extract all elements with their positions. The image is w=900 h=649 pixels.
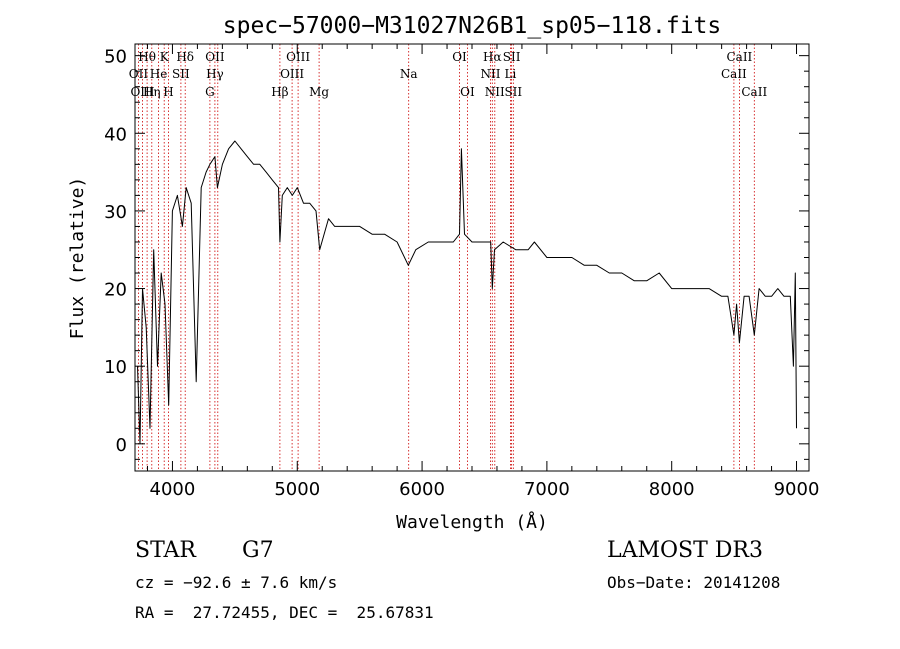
spectral-line-label: Mg: [309, 85, 329, 99]
spectral-line-label: K: [160, 50, 170, 64]
spectrum-line-group: [137, 140, 797, 445]
object-class: STAR: [135, 538, 196, 563]
spectral-line-label: OIII: [130, 85, 154, 99]
spectral-line-label: CaII: [741, 85, 767, 99]
spectral-line-label: NII: [481, 67, 501, 81]
spectral-line-label: Hα: [483, 50, 502, 64]
spectral-line-label: G: [205, 85, 215, 99]
y-tick-label: 50: [104, 47, 127, 68]
spectral-line-label: SII: [172, 67, 190, 81]
spectral-line-label: Hδ: [176, 50, 194, 64]
y-tick-label: 0: [116, 435, 127, 456]
observation-date: Obs−Date: 20141208: [607, 573, 781, 592]
spectral-line-label: OI: [460, 85, 475, 99]
spectral-line-label: H: [163, 85, 173, 99]
x-tick-label: 9000: [774, 479, 820, 500]
y-tick-label: 10: [104, 357, 127, 378]
plot-frame: [134, 43, 810, 472]
x-tick-label: 8000: [649, 479, 695, 500]
y-tick-label: 20: [104, 280, 127, 301]
spectral-line-label: CaII: [726, 50, 752, 64]
spectral-line-label: OI: [452, 50, 467, 64]
y-tick-label: 40: [104, 124, 127, 145]
spectral-line-label: SII: [503, 50, 521, 64]
axis-ticks: 4000 5000 6000 7000 8000 9000 0 10 20 30 40 50: [104, 44, 819, 500]
spectral-line-label: Li: [504, 67, 516, 81]
x-tick-label: 5000: [274, 479, 320, 500]
spectral-line-label: Hβ: [271, 85, 288, 99]
spectral-line-label: OII: [205, 50, 225, 64]
spectral-line-label: CaII: [721, 67, 747, 81]
ra-dec-coordinates: RA = 27.72455, DEC = 25.67831: [135, 603, 434, 622]
survey-name: LAMOST DR3: [607, 538, 763, 563]
spectral-line-label: Hθ: [138, 50, 156, 64]
x-tick-label: 4000: [150, 479, 196, 500]
x-axis-label: Wavelength (Å): [396, 511, 548, 533]
spectrum-line: [137, 140, 797, 445]
spectral-line-label: Hγ: [206, 67, 224, 81]
y-tick-label: 30: [104, 202, 127, 223]
spectral-line-label: SII: [504, 85, 522, 99]
spectral-line-label: OIII: [280, 67, 304, 81]
spectral-line-label: Hη: [143, 85, 161, 99]
x-tick-label: 6000: [399, 479, 445, 500]
spectral-line-label: OII: [129, 67, 149, 81]
x-tick-label: 7000: [524, 479, 570, 500]
y-axis-label: Flux (relative): [67, 177, 88, 340]
spectral-line-label: NII: [485, 85, 505, 99]
chart-title: spec−57000−M31027N26B1_sp05−118.fits: [223, 13, 722, 39]
spectral-line-label: OIII: [286, 50, 310, 64]
spectral-line-label: Na: [400, 67, 418, 81]
spectral-line-label: He: [150, 67, 168, 81]
line-markers: [137, 44, 755, 471]
redshift-cz: cz = −92.6 ± 7.6 km/s: [135, 573, 338, 592]
object-subclass: G7: [242, 538, 274, 563]
